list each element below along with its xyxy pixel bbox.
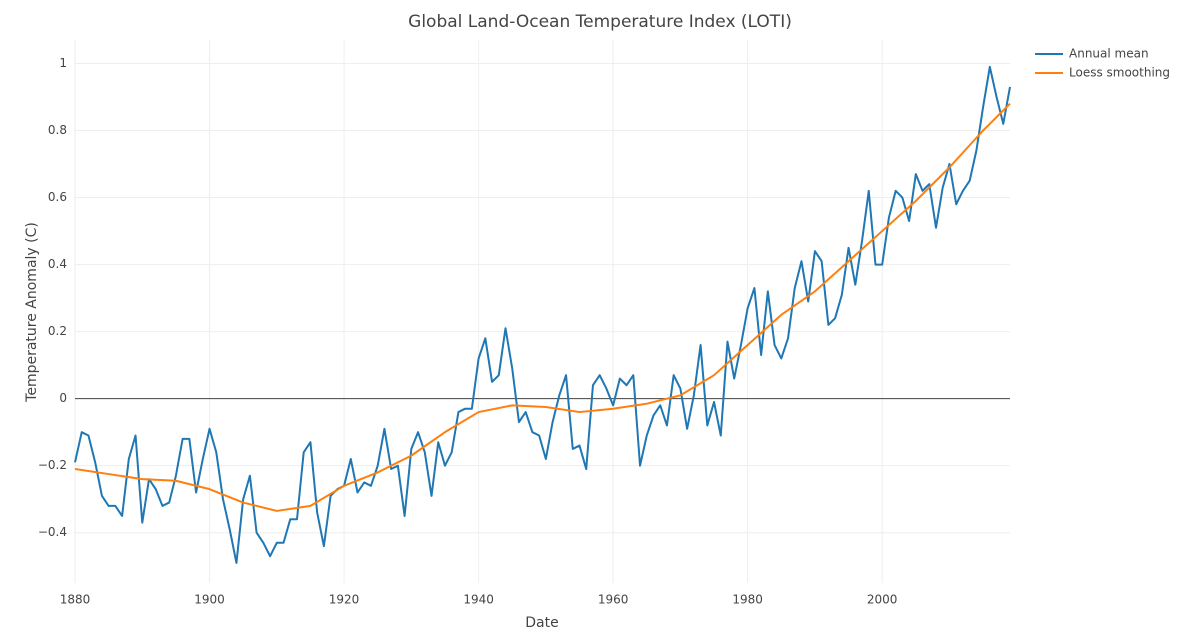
x-tick-label: 1940 xyxy=(463,593,494,607)
x-tick-label: 1880 xyxy=(60,593,91,607)
chart-title: Global Land-Ocean Temperature Index (LOT… xyxy=(408,12,792,32)
y-tick-label: 0 xyxy=(59,391,67,405)
y-tick-label: −0.4 xyxy=(38,525,67,539)
legend-label: Annual mean xyxy=(1069,47,1149,61)
x-axis-title: Date xyxy=(525,615,558,631)
y-axis-title: Temperature Anomaly (C) xyxy=(24,222,40,403)
y-tick-label: 0.6 xyxy=(48,190,67,204)
series-line xyxy=(74,102,1011,512)
y-tick-label: 0.8 xyxy=(48,123,67,137)
y-tick-label: 0.2 xyxy=(48,324,67,338)
legend-label: Loess smoothing xyxy=(1069,66,1170,80)
x-tick-label: 1960 xyxy=(598,593,629,607)
x-tick-label: 1900 xyxy=(194,593,225,607)
series-line xyxy=(74,65,1011,564)
y-tick-label: −0.2 xyxy=(38,458,67,472)
x-tick-label: 1980 xyxy=(732,593,763,607)
y-tick-label: 0.4 xyxy=(48,257,67,271)
x-tick-label: 2000 xyxy=(867,593,898,607)
y-tick-label: 1 xyxy=(59,56,67,70)
x-tick-label: 1920 xyxy=(329,593,360,607)
